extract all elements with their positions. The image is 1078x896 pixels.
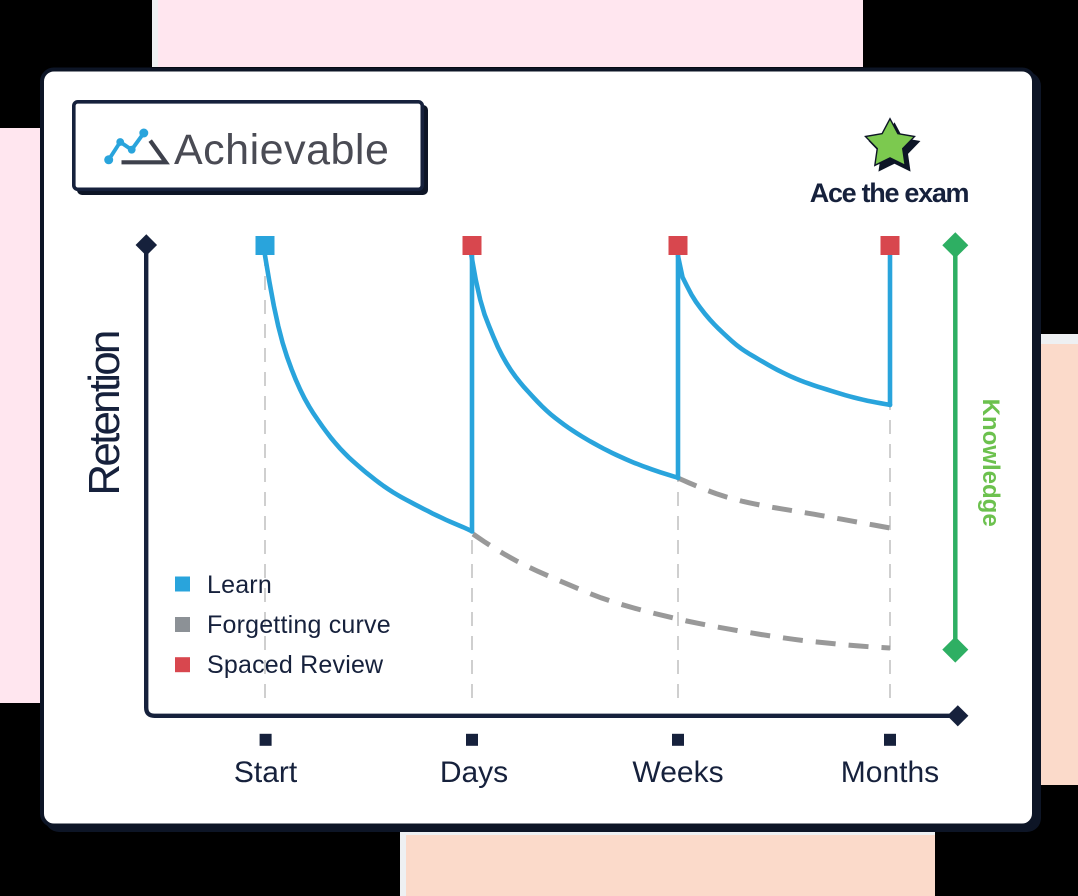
svg-text:Months: Months	[841, 756, 939, 789]
svg-text:Ace the exam: Ace the exam	[810, 178, 969, 208]
svg-text:Days: Days	[440, 756, 508, 789]
svg-text:Retention: Retention	[80, 332, 129, 495]
svg-text:Achievable: Achievable	[174, 126, 389, 174]
svg-text:Spaced Review: Spaced Review	[207, 651, 384, 679]
svg-text:Start: Start	[234, 756, 298, 789]
svg-text:Learn: Learn	[207, 571, 272, 599]
svg-text:Weeks: Weeks	[632, 756, 723, 789]
svg-text:Forgetting curve: Forgetting curve	[207, 611, 391, 639]
svg-text:Knowledge: Knowledge	[977, 399, 1004, 527]
